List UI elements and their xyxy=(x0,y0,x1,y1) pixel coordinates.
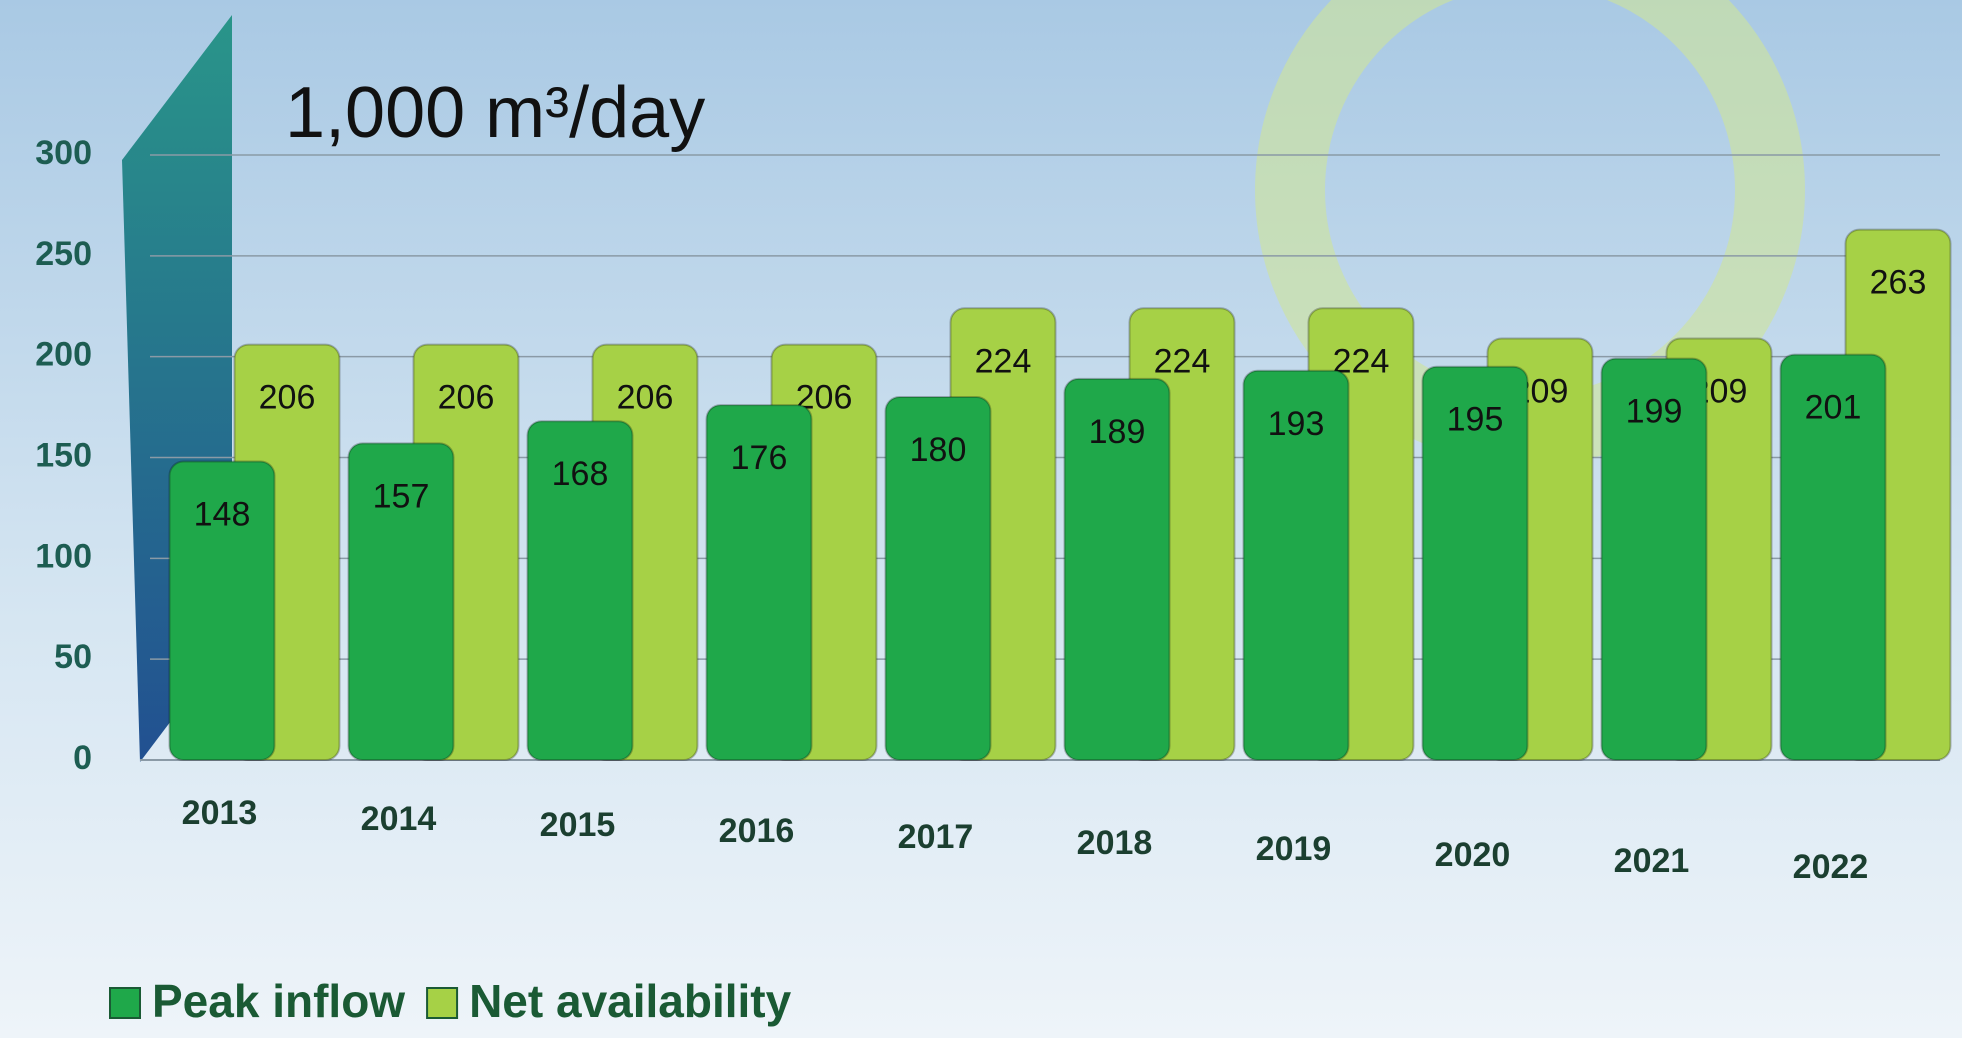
x-tick-label: 2013 xyxy=(182,794,258,832)
bar xyxy=(705,404,813,761)
x-tick-label: 2017 xyxy=(898,818,974,856)
legend-swatch xyxy=(109,987,141,1019)
value-label: 193 xyxy=(1268,405,1325,443)
value-label: 263 xyxy=(1870,264,1927,302)
x-tick-label: 2015 xyxy=(540,806,616,844)
value-label: 189 xyxy=(1089,413,1146,451)
x-tick-label: 2022 xyxy=(1793,848,1869,886)
bar xyxy=(1063,377,1171,761)
bar xyxy=(526,420,634,761)
value-label: 206 xyxy=(617,379,674,417)
y-tick-label: 0 xyxy=(73,739,92,777)
bar xyxy=(1421,365,1529,761)
value-label: 157 xyxy=(373,477,430,515)
x-tick-label: 2016 xyxy=(719,812,795,850)
value-label: 168 xyxy=(552,455,609,493)
x-tick-label: 2018 xyxy=(1077,824,1153,862)
bar xyxy=(1779,353,1887,761)
y-tick-label: 50 xyxy=(54,638,92,676)
value-label: 206 xyxy=(438,379,495,417)
chart-title: 1,000 m³/day xyxy=(285,73,705,153)
x-tick-label: 2019 xyxy=(1256,830,1332,868)
bar xyxy=(1600,357,1708,761)
value-label: 148 xyxy=(194,496,251,534)
value-label: 224 xyxy=(1154,342,1211,380)
y-tick-label: 150 xyxy=(35,436,92,474)
value-label: 195 xyxy=(1447,401,1504,439)
legend-label: Peak inflow xyxy=(152,975,405,1027)
bar xyxy=(168,460,276,761)
y-tick-label: 200 xyxy=(35,336,92,374)
y-tick-label: 300 xyxy=(35,134,92,172)
value-label: 206 xyxy=(259,379,316,417)
bar xyxy=(884,396,992,761)
legend: Peak inflow Net availability xyxy=(109,975,792,1027)
value-label: 176 xyxy=(731,439,788,477)
value-label: 180 xyxy=(910,431,967,469)
x-tick-label: 2021 xyxy=(1614,842,1690,880)
x-tick-label: 2014 xyxy=(361,800,437,838)
legend-swatch xyxy=(426,987,459,1019)
bar xyxy=(1242,369,1350,761)
x-tick-label: 2020 xyxy=(1435,836,1511,874)
bar xyxy=(347,442,455,761)
value-label: 224 xyxy=(975,342,1032,380)
value-label: 199 xyxy=(1626,393,1683,431)
value-label: 201 xyxy=(1805,389,1862,427)
legend-label: Net availability xyxy=(469,975,792,1027)
y-tick-label: 100 xyxy=(35,537,92,575)
y-tick-label: 250 xyxy=(35,235,92,273)
